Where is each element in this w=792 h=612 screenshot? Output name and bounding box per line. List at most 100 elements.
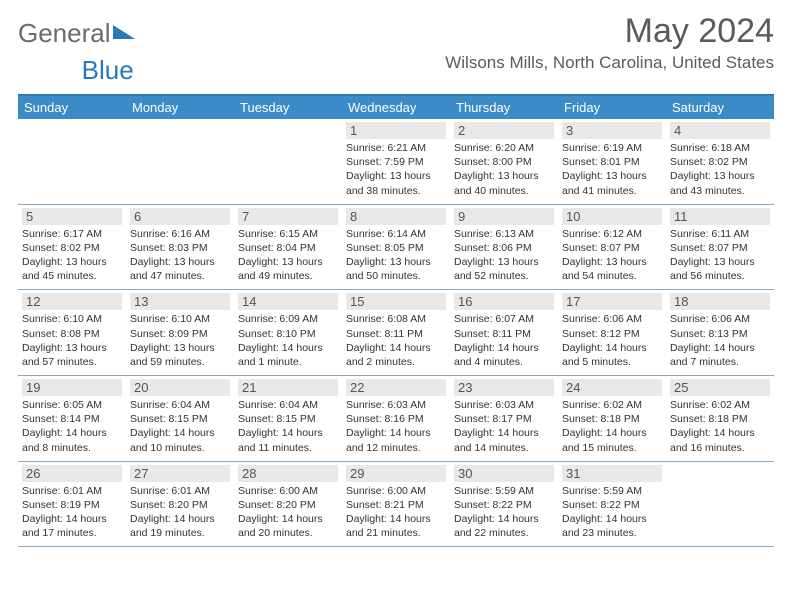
day-info: Sunrise: 6:15 AMSunset: 8:04 PMDaylight:… (238, 227, 338, 284)
day-number: 10 (562, 208, 662, 225)
calendar-cell: 11 Sunrise: 6:11 AMSunset: 8:07 PMDayligh… (666, 205, 774, 290)
day-number: 25 (670, 379, 770, 396)
calendar-cell: 9 Sunrise: 6:13 AMSunset: 8:06 PMDaylight… (450, 205, 558, 290)
day-number: 14 (238, 293, 338, 310)
day-number: 17 (562, 293, 662, 310)
day-number: 7 (238, 208, 338, 225)
day-info: Sunrise: 6:04 AMSunset: 8:15 PMDaylight:… (238, 398, 338, 455)
day-info: Sunrise: 6:02 AMSunset: 8:18 PMDaylight:… (562, 398, 662, 455)
day-info: Sunrise: 6:09 AMSunset: 8:10 PMDaylight:… (238, 312, 338, 369)
calendar-cell: 21Sunrise: 6:04 AMSunset: 8:15 PMDayligh… (234, 376, 342, 461)
day-number: 11 (670, 208, 770, 225)
day-number: 30 (454, 465, 554, 482)
day-info: Sunrise: 5:59 AMSunset: 8:22 PMDaylight:… (562, 484, 662, 541)
day-info: Sunrise: 6:14 AMSunset: 8:05 PMDaylight:… (346, 227, 446, 284)
day-number: 20 (130, 379, 230, 396)
calendar-cell: . (126, 119, 234, 204)
calendar-cell: 22Sunrise: 6:03 AMSunset: 8:16 PMDayligh… (342, 376, 450, 461)
calendar-cell: 30 Sunrise: 5:59 AMSunset: 8:22 PMDayligh… (450, 462, 558, 547)
day-info: Sunrise: 5:59 AMSunset: 8:22 PMDaylight:… (454, 484, 554, 541)
weekday-label: Tuesday (234, 96, 342, 119)
calendar-cell: 17Sunrise: 6:06 AMSunset: 8:12 PMDayligh… (558, 290, 666, 375)
calendar-cell: 27 Sunrise: 6:01 AMSunset: 8:20 PMDayligh… (126, 462, 234, 547)
calendar-cell: 20 Sunrise: 6:04 AMSunset: 8:15 PMDayligh… (126, 376, 234, 461)
calendar-cell: 24 Sunrise: 6:02 AMSunset: 8:18 PMDayligh… (558, 376, 666, 461)
day-info: Sunrise: 6:00 AMSunset: 8:21 PMDaylight:… (346, 484, 446, 541)
day-number: 9 (454, 208, 554, 225)
calendar-cell: . (234, 119, 342, 204)
day-info: Sunrise: 6:06 AMSunset: 8:13 PMDaylight:… (670, 312, 770, 369)
calendar-cell: . (18, 119, 126, 204)
day-info: Sunrise: 6:20 AMSunset: 8:00 PMDaylight:… (454, 141, 554, 198)
calendar-cell: 19 Sunrise: 6:05 AMSunset: 8:14 PMDayligh… (18, 376, 126, 461)
weekday-label: Saturday (666, 96, 774, 119)
day-number: 24 (562, 379, 662, 396)
day-info: Sunrise: 6:11 AMSunset: 8:07 PMDaylight:… (670, 227, 770, 284)
calendar-cell: . (666, 462, 774, 547)
day-info: Sunrise: 6:17 AMSunset: 8:02 PMDaylight:… (22, 227, 122, 284)
calendar-week: 12 Sunrise: 6:10 AMSunset: 8:08 PMDayligh… (18, 290, 774, 376)
calendar-cell: 4 Sunrise: 6:18 AMSunset: 8:02 PMDaylight… (666, 119, 774, 204)
day-number: 8 (346, 208, 446, 225)
month-title: May 2024 (445, 12, 774, 51)
day-info: Sunrise: 6:13 AMSunset: 8:06 PMDaylight:… (454, 227, 554, 284)
day-number: 13 (130, 293, 230, 310)
day-info: Sunrise: 6:03 AMSunset: 8:17 PMDaylight:… (454, 398, 554, 455)
day-number: 12 (22, 293, 122, 310)
weekday-header: SundayMondayTuesdayWednesdayThursdayFrid… (18, 96, 774, 119)
day-info: Sunrise: 6:18 AMSunset: 8:02 PMDaylight:… (670, 141, 770, 198)
day-number: 27 (130, 465, 230, 482)
calendar-week: 5Sunrise: 6:17 AMSunset: 8:02 PMDaylight… (18, 205, 774, 291)
calendar-cell: 5Sunrise: 6:17 AMSunset: 8:02 PMDaylight… (18, 205, 126, 290)
calendar-cell: 13 Sunrise: 6:10 AMSunset: 8:09 PMDayligh… (126, 290, 234, 375)
calendar-cell: 25 Sunrise: 6:02 AMSunset: 8:18 PMDayligh… (666, 376, 774, 461)
day-info: Sunrise: 6:01 AMSunset: 8:20 PMDaylight:… (130, 484, 230, 541)
weekday-label: Monday (126, 96, 234, 119)
title-block: May 2024 Wilsons Mills, North Carolina, … (445, 12, 774, 73)
day-number: 23 (454, 379, 554, 396)
weekday-label: Thursday (450, 96, 558, 119)
day-info: Sunrise: 6:02 AMSunset: 8:18 PMDaylight:… (670, 398, 770, 455)
day-number: 31 (562, 465, 662, 482)
logo-text-b: Blue (82, 55, 134, 86)
day-number: 1 (346, 122, 446, 139)
calendar-cell: 18 Sunrise: 6:06 AMSunset: 8:13 PMDayligh… (666, 290, 774, 375)
calendar-cell: 12 Sunrise: 6:10 AMSunset: 8:08 PMDayligh… (18, 290, 126, 375)
day-info: Sunrise: 6:12 AMSunset: 8:07 PMDaylight:… (562, 227, 662, 284)
day-info: Sunrise: 6:08 AMSunset: 8:11 PMDaylight:… (346, 312, 446, 369)
logo: General (18, 12, 135, 49)
weekday-label: Friday (558, 96, 666, 119)
day-info: Sunrise: 6:10 AMSunset: 8:09 PMDaylight:… (130, 312, 230, 369)
day-number: 2 (454, 122, 554, 139)
day-info: Sunrise: 6:04 AMSunset: 8:15 PMDaylight:… (130, 398, 230, 455)
day-info: Sunrise: 6:00 AMSunset: 8:20 PMDaylight:… (238, 484, 338, 541)
day-number: 6 (130, 208, 230, 225)
calendar-cell: 26Sunrise: 6:01 AMSunset: 8:19 PMDayligh… (18, 462, 126, 547)
calendar-week: ...1Sunrise: 6:21 AMSunset: 7:59 PMDayli… (18, 119, 774, 205)
day-number: 18 (670, 293, 770, 310)
calendar-cell: 6Sunrise: 6:16 AMSunset: 8:03 PMDaylight… (126, 205, 234, 290)
calendar-week: 19 Sunrise: 6:05 AMSunset: 8:14 PMDayligh… (18, 376, 774, 462)
calendar-cell: 7 Sunrise: 6:15 AMSunset: 8:04 PMDaylight… (234, 205, 342, 290)
calendar-cell: 10 Sunrise: 6:12 AMSunset: 8:07 PMDayligh… (558, 205, 666, 290)
weekday-label: Sunday (18, 96, 126, 119)
day-info: Sunrise: 6:01 AMSunset: 8:19 PMDaylight:… (22, 484, 122, 541)
calendar: SundayMondayTuesdayWednesdayThursdayFrid… (18, 94, 774, 547)
day-number: 28 (238, 465, 338, 482)
location: Wilsons Mills, North Carolina, United St… (445, 53, 774, 73)
day-info: Sunrise: 6:10 AMSunset: 8:08 PMDaylight:… (22, 312, 122, 369)
calendar-cell: 31 Sunrise: 5:59 AMSunset: 8:22 PMDayligh… (558, 462, 666, 547)
calendar-cell: 1 Sunrise: 6:21 AMSunset: 7:59 PMDaylight… (342, 119, 450, 204)
calendar-week: 26Sunrise: 6:01 AMSunset: 8:19 PMDayligh… (18, 462, 774, 548)
day-number: 3 (562, 122, 662, 139)
day-number: 4 (670, 122, 770, 139)
day-number: 22 (346, 379, 446, 396)
day-info: Sunrise: 6:07 AMSunset: 8:11 PMDaylight:… (454, 312, 554, 369)
calendar-cell: 16Sunrise: 6:07 AMSunset: 8:11 PMDayligh… (450, 290, 558, 375)
calendar-cell: 15Sunrise: 6:08 AMSunset: 8:11 PMDayligh… (342, 290, 450, 375)
day-number: 19 (22, 379, 122, 396)
day-info: Sunrise: 6:21 AMSunset: 7:59 PMDaylight:… (346, 141, 446, 198)
calendar-cell: 8 Sunrise: 6:14 AMSunset: 8:05 PMDaylight… (342, 205, 450, 290)
day-info: Sunrise: 6:05 AMSunset: 8:14 PMDaylight:… (22, 398, 122, 455)
logo-text-a: General (18, 18, 111, 49)
